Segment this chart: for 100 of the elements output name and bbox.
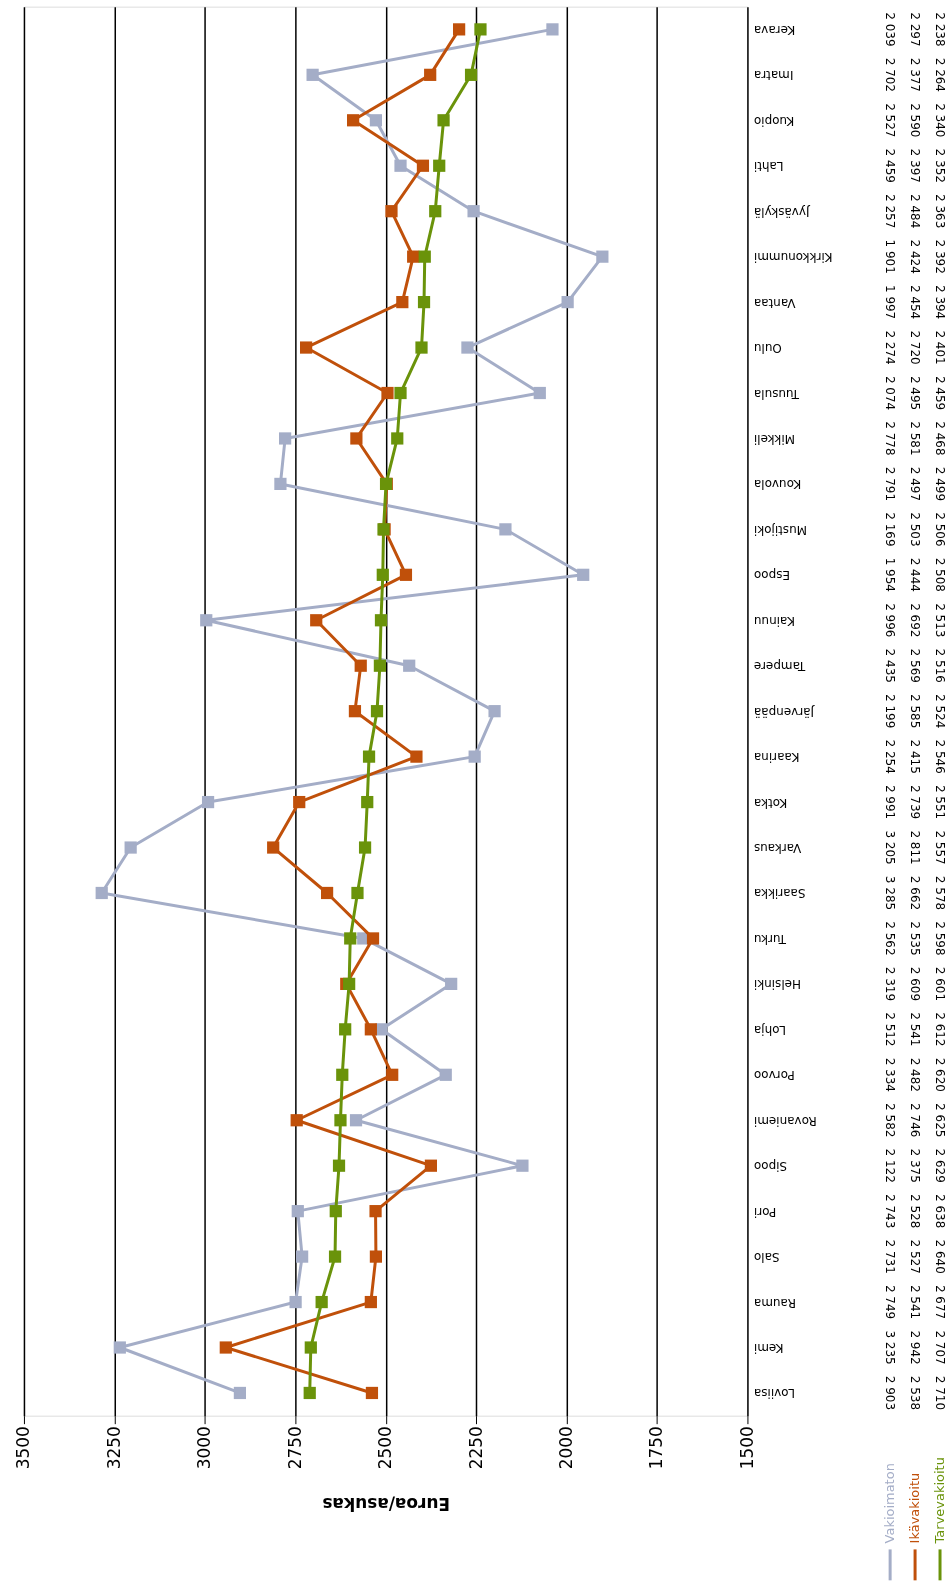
x-tick-label: 2000 (556, 1426, 577, 1470)
point (351, 886, 364, 900)
data-label: 2 513 (933, 603, 948, 638)
point (349, 1114, 363, 1127)
point (344, 932, 357, 945)
data-label: 2 743 (883, 1194, 898, 1229)
data-label: 2 601 (933, 966, 948, 1002)
y-tick-label: Kotka (753, 795, 788, 810)
y-tick-label: Salo (753, 1250, 780, 1265)
point (289, 1295, 302, 1309)
data-label: 2 397 (908, 148, 923, 183)
data-label: 2 415 (908, 739, 923, 774)
data-label: 2 991 (883, 784, 898, 820)
data-label: 2 638 (933, 1194, 948, 1229)
data-label: 2 746 (908, 1103, 923, 1138)
point (417, 295, 431, 309)
y-tick-label: Lohja (753, 1022, 786, 1037)
data-label: 2 424 (908, 239, 923, 274)
data-label: 2 551 (933, 784, 948, 820)
point (332, 1159, 346, 1172)
data-label: 2 720 (908, 330, 923, 365)
point (364, 1295, 377, 1309)
data-label: 2 692 (908, 603, 923, 638)
y-tick-label: Kainuu (753, 613, 795, 628)
x-tick-label: 2500 (375, 1426, 396, 1470)
data-label: 1 954 (883, 557, 898, 592)
data-label: 2 546 (933, 739, 948, 774)
data-label: 2 569 (908, 648, 923, 683)
x-tick-label: 1500 (736, 1426, 757, 1470)
point (416, 159, 430, 172)
data-label: 2 394 (933, 284, 948, 320)
data-label: 2 169 (883, 512, 898, 547)
data-label: 2 677 (933, 1284, 948, 1320)
data-label: 2 541 (908, 1284, 923, 1320)
y-tick-label: Lahti (753, 159, 784, 174)
data-label: 2 512 (883, 1012, 898, 1047)
data-label: 2 528 (908, 1194, 923, 1229)
data-label: 2 702 (883, 57, 898, 92)
data-label: 2 377 (908, 57, 923, 92)
point (386, 1068, 399, 1081)
x-axis-title: Euroa/asukas (322, 1494, 451, 1515)
point (453, 23, 466, 36)
y-tick-label: Pori (753, 1204, 777, 1219)
data-label: 2 609 (908, 966, 923, 1002)
data-label: 2 590 (908, 103, 923, 138)
point (488, 705, 501, 718)
data-label: 2 074 (883, 375, 898, 411)
point (315, 1295, 328, 1309)
data-label: 2 454 (908, 284, 923, 320)
data-label: 2 778 (883, 421, 898, 456)
point (403, 659, 416, 672)
data-label: 2 612 (933, 1012, 948, 1047)
x-tick-label: 3000 (194, 1426, 215, 1470)
point (366, 932, 380, 945)
data-label: 2 996 (883, 603, 898, 638)
point (407, 250, 420, 263)
point (439, 1068, 452, 1081)
data-label: 2 122 (883, 1148, 898, 1183)
data-label: 3 285 (883, 875, 898, 911)
point (348, 705, 362, 718)
data-label: 3 235 (883, 1330, 898, 1365)
point (354, 659, 367, 672)
point (369, 1250, 383, 1263)
y-tick-label: Turku (753, 931, 788, 946)
data-label: 2 562 (883, 921, 898, 956)
text: Vakioimaton (882, 1463, 898, 1544)
y-tick-label: Loviisa (753, 1386, 795, 1401)
point (279, 432, 292, 445)
point (394, 386, 407, 400)
x-tick-label: 3250 (103, 1426, 124, 1470)
data-label: 2 484 (908, 194, 923, 229)
point (124, 841, 137, 854)
point (310, 614, 323, 627)
data-label: 2 495 (908, 375, 923, 411)
data-label: 2 640 (933, 1239, 948, 1274)
point (374, 614, 388, 627)
data-label: 2 811 (908, 830, 923, 865)
data-label: 2 506 (933, 512, 948, 547)
text: Tarvevakioitu (932, 1457, 948, 1545)
data-label: 2 662 (908, 875, 923, 911)
y-tick-label: Rovaniemi (753, 1113, 817, 1128)
data-label: 2 557 (933, 830, 948, 865)
data-label: 2 578 (933, 875, 948, 911)
data-label: 2 238 (933, 12, 948, 47)
y-tick-label: Kirkkonummi (753, 250, 833, 265)
point (320, 886, 334, 900)
data-label: 2 257 (883, 194, 898, 229)
point (516, 1159, 529, 1172)
data-label: 2 459 (933, 375, 948, 411)
y-tick-label: Tuusula (753, 386, 801, 401)
data-label: 2 319 (883, 966, 898, 1002)
data-label: 1 901 (883, 239, 898, 274)
data-label: 2 499 (933, 466, 948, 502)
point (95, 886, 108, 900)
point (233, 1386, 247, 1400)
point (391, 432, 404, 445)
data-label: 2 538 (908, 1375, 923, 1411)
point (328, 1250, 342, 1263)
data-label: 2 710 (933, 1375, 948, 1411)
data-label: 2 625 (933, 1103, 948, 1138)
